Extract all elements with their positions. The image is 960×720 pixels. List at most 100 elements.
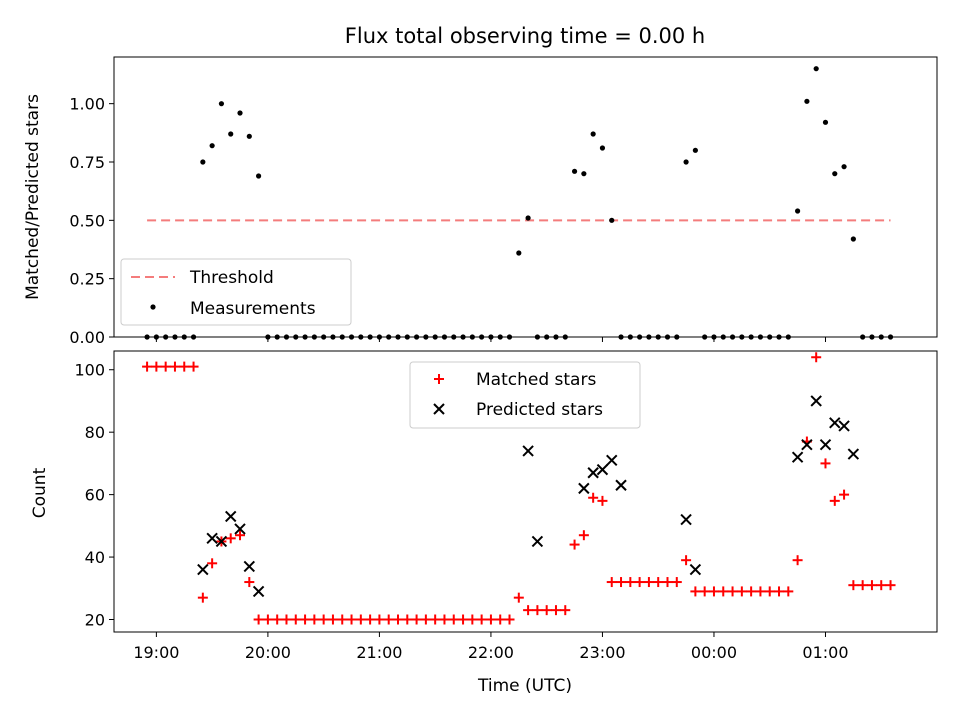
predicted-star-point-b <box>243 560 256 573</box>
measurement-point <box>172 334 178 340</box>
matched-star-point <box>643 577 654 588</box>
predicted-star-point-b <box>838 420 850 432</box>
matched-star-point <box>318 614 329 625</box>
matched-star-point <box>690 586 701 597</box>
ratio-y-tick-label: 0.00 <box>69 328 105 347</box>
measurement-point <box>813 66 819 72</box>
predicted-star-point-b <box>531 535 544 548</box>
matched-star-point <box>606 577 617 588</box>
matched-star-point <box>439 614 450 625</box>
measurement-point <box>413 334 420 340</box>
measurement-point <box>441 334 448 340</box>
predicted-star-point <box>252 585 265 598</box>
measurement-point <box>869 334 875 340</box>
measurement-point <box>692 147 698 153</box>
predicted-star-point-b <box>215 535 228 548</box>
measurement-point <box>200 159 206 165</box>
count-y-tick-label: 20 <box>85 611 105 630</box>
matched-star-point <box>300 614 311 625</box>
matched-star-point <box>476 614 487 625</box>
legend-predicted-marker-b <box>433 403 445 415</box>
measurement-point <box>720 334 726 340</box>
predicted-star-point <box>606 454 618 466</box>
predicted-star-point <box>215 535 228 548</box>
measurement-point <box>209 143 215 149</box>
matched-star-point <box>671 577 682 588</box>
matched-star-point <box>532 605 543 616</box>
measurement-point <box>469 334 475 340</box>
matched-star-point <box>420 614 431 625</box>
measurement-point <box>246 133 252 139</box>
ratio-y-tick-label: 0.50 <box>69 211 105 230</box>
matched-star-point <box>160 361 171 372</box>
predicted-star-point-b <box>587 467 599 479</box>
matched-star-point <box>197 592 208 603</box>
x-tick-label: 19:00 <box>133 643 179 662</box>
count-x-ticks: 19:00 20:00 21:00 22:00 23:00 00:00 01:00 <box>133 632 849 662</box>
matched-star-point <box>244 577 255 588</box>
measurement-point <box>553 334 559 340</box>
predicted-star-points <box>197 395 860 598</box>
x-tick-label: 23:00 <box>579 643 625 662</box>
measurement-point <box>562 334 568 340</box>
measurement-point <box>163 334 169 340</box>
ratio-legend-box <box>120 258 352 326</box>
measurement-point <box>228 131 234 137</box>
matched-star-point <box>588 492 599 503</box>
measurement-point <box>637 334 643 340</box>
matched-star-point <box>820 458 831 469</box>
legend-measurements-label: Measurements <box>190 299 316 319</box>
measurement-point <box>274 334 280 340</box>
measurement-point <box>339 334 345 340</box>
count-y-tick-label: 80 <box>85 423 105 442</box>
matched-star-point <box>272 614 283 625</box>
measurement-point <box>832 171 838 177</box>
matched-star-point <box>253 614 264 625</box>
legend-matched-label: Matched stars <box>476 370 596 390</box>
measurement-point <box>609 217 615 223</box>
measurement-point <box>627 334 633 340</box>
matched-star-point <box>792 555 803 566</box>
matched-star-point <box>839 489 850 500</box>
ratio-y-ticks: 0.00 0.25 0.50 0.75 1.00 <box>69 95 114 347</box>
matched-star-point <box>346 614 357 625</box>
x-tick-label: 22:00 <box>468 643 514 662</box>
x-tick-label: 20:00 <box>245 643 291 662</box>
ratio-y-axis-label: Matched/Predicted stars <box>23 94 43 300</box>
predicted-star-point-b <box>206 532 218 545</box>
matched-star-point <box>188 361 199 372</box>
predicted-star-point <box>197 563 209 576</box>
predicted-star-point <box>578 482 590 495</box>
count-legend-box <box>409 361 641 429</box>
measurement-point <box>887 334 894 340</box>
legend-predicted-swatch <box>433 403 445 415</box>
predicted-star-point-b <box>522 445 534 457</box>
ratio-y-tick-label: 1.00 <box>69 95 105 114</box>
matched-star-point <box>207 558 218 569</box>
matched-star-point <box>681 555 692 566</box>
matched-star-point <box>662 577 673 588</box>
measurement-point <box>265 334 271 340</box>
measurement-point <box>767 334 773 340</box>
matched-star-point <box>169 361 180 372</box>
matched-star-point <box>764 586 775 597</box>
matched-star-point <box>829 495 840 506</box>
matched-star-point <box>179 361 190 372</box>
matched-star-point <box>727 586 738 597</box>
matched-star-point <box>430 614 441 625</box>
predicted-star-point-b <box>810 395 822 407</box>
matched-star-point <box>142 361 153 372</box>
matched-star-point <box>550 605 561 616</box>
legend-matched-marker <box>434 374 444 384</box>
predicted-star-point-b <box>847 448 860 460</box>
measurement-point <box>804 98 810 104</box>
measurement-point <box>757 334 764 340</box>
measurement-points <box>144 66 894 340</box>
legend-matched-swatch <box>434 374 444 384</box>
predicted-star-point <box>243 560 256 573</box>
measurement-point <box>795 208 801 214</box>
measurement-point <box>283 334 290 340</box>
matched-star-point <box>560 605 571 616</box>
ratio-panel: 0.00 0.25 0.50 0.75 1.00 Matched/Predicted s… <box>23 56 938 347</box>
